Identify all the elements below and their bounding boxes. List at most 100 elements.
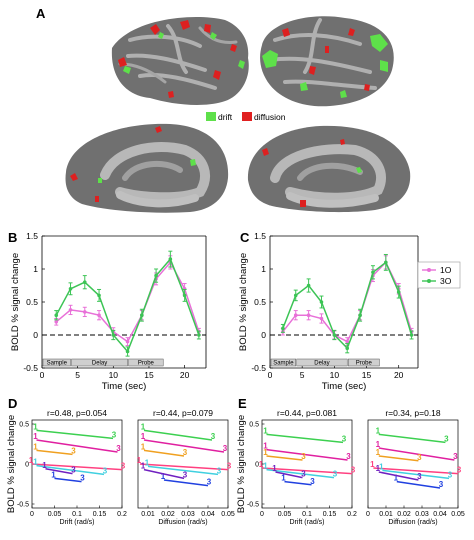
series-line-pink — [261, 467, 353, 475]
load-marker-1: 1 — [272, 464, 277, 473]
x-tick-label: 0.01 — [379, 511, 393, 518]
data-point — [371, 270, 375, 275]
segment-label: Probe — [356, 361, 373, 367]
x-tick-label: 0.04 — [433, 511, 447, 518]
load-marker-1: 1 — [379, 462, 384, 471]
y-tick-label: -0.5 — [23, 363, 38, 373]
x-tick-label: 5 — [300, 370, 305, 380]
x-axis-label: Diffusion (rad/s) — [388, 519, 437, 526]
load-marker-3: 3 — [301, 452, 306, 461]
correlation-stat: r=0.44, p=0.079 — [153, 408, 213, 418]
segment-label: Sample — [273, 361, 294, 367]
load-marker-3: 3 — [444, 434, 449, 443]
x-tick-label: 0 — [260, 511, 264, 518]
series-line-green — [266, 433, 344, 444]
y-tick-label: 0 — [255, 462, 259, 469]
drift-label: drift — [218, 112, 233, 122]
data-point — [197, 333, 201, 337]
load-marker-3: 3 — [301, 470, 306, 479]
x-tick-label: 0.02 — [161, 511, 175, 518]
brain-left-lateral — [111, 17, 249, 105]
x-tick-label: 20 — [394, 370, 404, 380]
data-point — [319, 300, 324, 304]
load-marker-3: 3 — [342, 434, 347, 443]
y-tick-label: -0.5 — [17, 502, 29, 509]
series-line-purple — [378, 471, 419, 481]
x-tick-label: 10 — [109, 370, 119, 380]
load-legend: 1O 3O — [417, 261, 461, 289]
y-tick-label: 0.5 — [26, 297, 38, 307]
load-marker-3: 3 — [71, 466, 76, 475]
series-line-cyan — [147, 465, 219, 476]
load-marker-1: 1 — [33, 432, 38, 441]
x-tick-label: 0.03 — [181, 511, 195, 518]
data-point — [97, 293, 101, 298]
series-line-orange — [266, 455, 303, 461]
panel-label-d: D — [8, 396, 17, 411]
load-marker-3: 3 — [417, 453, 422, 462]
x-tick-label: 0 — [30, 511, 34, 518]
data-point — [306, 283, 311, 288]
data-point — [97, 313, 101, 318]
load-marker-1: 1 — [370, 460, 375, 469]
segment-label: Sample — [47, 361, 68, 367]
series-line-magenta — [143, 439, 225, 453]
data-point — [68, 308, 73, 312]
segment-label: Probe — [138, 361, 155, 367]
y-tick-label: 0.5 — [254, 297, 266, 307]
brain-right-lateral — [260, 16, 394, 107]
series-line-cyan — [266, 468, 335, 479]
load-marker-3: 3 — [346, 452, 351, 461]
load-marker-1: 1 — [376, 464, 381, 473]
load-marker-1: 1 — [42, 461, 47, 470]
load-marker-1: 1 — [376, 448, 381, 457]
data-point — [384, 260, 388, 265]
x-tick-label: 0 — [268, 370, 273, 380]
y-axis-label: BOLD % signal change — [6, 415, 17, 513]
x-axis-label: Drift (rad/s) — [290, 519, 325, 526]
load-marker-3: 3 — [116, 444, 121, 453]
load-marker-1: 1 — [137, 456, 142, 465]
x-tick-label: 0.05 — [221, 511, 235, 518]
segment-bar — [296, 358, 348, 367]
x-tick-label: 0.01 — [141, 511, 155, 518]
load-marker-1: 1 — [263, 442, 268, 451]
load-marker-1: 1 — [29, 456, 34, 465]
series-line-green — [143, 429, 213, 441]
x-tick-label: 5 — [75, 370, 80, 380]
data-point — [140, 313, 144, 318]
load-marker-3: 3 — [333, 470, 338, 479]
series-line-cyan — [36, 464, 105, 476]
plot-frame — [137, 419, 229, 509]
data-point — [319, 316, 324, 321]
x-axis-label: Time (sec) — [102, 381, 147, 392]
y-axis-label: BOLD % signal change — [238, 253, 249, 351]
series-line-magenta — [266, 448, 348, 461]
segment-bar — [270, 358, 296, 367]
load-marker-1: 1 — [33, 442, 38, 451]
load-marker-3: 3 — [417, 472, 422, 481]
data-point — [82, 280, 87, 285]
data-point — [68, 287, 73, 291]
load-marker-3: 3 — [439, 480, 444, 489]
diffusion-label: diffusion — [254, 112, 286, 122]
series-line-blue — [163, 479, 209, 487]
series-line-green — [378, 433, 446, 444]
data-point — [54, 313, 59, 318]
load-marker-1: 1 — [394, 474, 399, 483]
correlation-stat: r=0.48, p=0.054 — [47, 408, 107, 418]
load-marker-1: 1 — [145, 458, 150, 467]
x-axis-label: Time (sec) — [322, 381, 367, 392]
x-tick-label: 15 — [144, 370, 154, 380]
load-marker-1: 1 — [161, 472, 166, 481]
series-line-1O — [282, 261, 413, 343]
series-line-magenta — [36, 439, 118, 453]
series-line-blue — [396, 480, 441, 489]
scatter-e-diffusion: 0 0.01 0.02 0.03 0.04 0.05 Diffusion (rad/s) r=… — [366, 408, 465, 526]
load-marker-3: 3 — [211, 432, 216, 441]
series-line-green — [36, 429, 114, 440]
